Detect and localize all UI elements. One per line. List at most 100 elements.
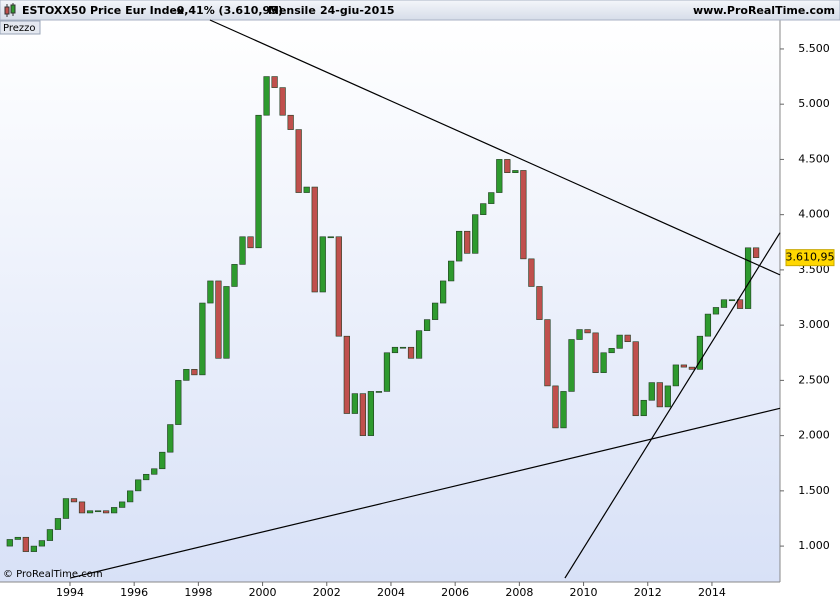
y-tick-label: 4.000	[798, 208, 830, 221]
copyright: © ProRealTime.com	[3, 569, 103, 580]
candle-body	[696, 335, 704, 370]
candle-body	[271, 76, 278, 88]
candle-body	[415, 330, 423, 359]
candle-body	[728, 299, 736, 302]
candle-body	[263, 76, 270, 116]
last-price-box	[785, 249, 835, 267]
candle-body	[431, 302, 439, 320]
candle-body	[6, 539, 13, 547]
candle-body	[351, 393, 358, 414]
candle-body	[94, 510, 102, 513]
candle-body	[752, 247, 760, 258]
candle-body	[464, 230, 471, 254]
candle-body	[712, 307, 720, 315]
candle-body	[102, 510, 110, 514]
candle-body	[167, 424, 174, 453]
candle-body	[22, 536, 29, 552]
x-tick-label: 2010	[570, 586, 598, 599]
candle-body	[568, 339, 575, 392]
candle-body	[46, 529, 54, 541]
candle-body	[78, 501, 86, 514]
candle-body	[215, 280, 222, 359]
candle-body	[38, 540, 45, 547]
candle-body	[648, 382, 655, 401]
candle-body	[600, 352, 607, 373]
x-tick-label: 1996	[120, 586, 148, 599]
candle-body	[656, 382, 663, 408]
candle-body	[30, 545, 37, 552]
candle-body	[383, 352, 391, 392]
candle-body	[143, 473, 150, 481]
y-tick-label: 2.500	[798, 373, 830, 386]
candle-body	[504, 159, 511, 173]
candle-body	[231, 264, 238, 287]
candle-body	[247, 236, 254, 249]
x-axis-area	[0, 582, 780, 600]
candle-body	[552, 385, 559, 429]
candle-body	[512, 170, 519, 173]
candle-body	[592, 332, 599, 373]
candle-body	[448, 260, 455, 282]
candle-body	[480, 203, 487, 215]
candle-body	[407, 346, 415, 359]
y-axis-area	[780, 20, 840, 600]
candle-body	[359, 393, 366, 436]
candle-body	[664, 385, 671, 408]
panel-tab[interactable]	[0, 20, 41, 35]
trendline	[564, 232, 781, 579]
candle-body	[680, 364, 687, 368]
candle-body	[367, 391, 375, 436]
candle-body	[207, 280, 214, 304]
candle-body	[183, 369, 190, 381]
candle-body	[440, 280, 447, 304]
candle-body	[488, 192, 495, 204]
y-tick-label: 5.000	[798, 97, 830, 110]
candle-body	[399, 346, 407, 349]
date: 24-giu-2015	[320, 4, 395, 17]
candle-body	[295, 129, 302, 193]
candle-body	[608, 348, 615, 354]
candle-body	[303, 186, 310, 193]
last-price-label: 3.610,95	[786, 251, 835, 264]
candle-body	[191, 369, 198, 376]
candle-body	[119, 501, 126, 508]
candle-body	[223, 286, 230, 359]
candle-body	[239, 236, 246, 265]
candle-body	[135, 479, 142, 492]
y-tick-label: 3.500	[798, 263, 830, 276]
y-tick-label: 3.000	[798, 318, 830, 331]
x-tick-label: 2002	[313, 586, 341, 599]
y-tick-label: 2.000	[798, 429, 830, 442]
candle-body	[584, 329, 591, 334]
candle-body	[688, 366, 695, 370]
x-tick-label: 1994	[56, 586, 84, 599]
y-tick-label: 5.500	[798, 42, 830, 55]
x-tick-label: 2000	[249, 586, 277, 599]
candle-body	[528, 258, 535, 287]
candle-body	[704, 313, 712, 337]
candle-body	[151, 468, 158, 475]
candle-body	[375, 391, 383, 393]
candle-body	[335, 236, 342, 337]
candle-body	[327, 236, 334, 239]
x-tick-label: 2004	[377, 586, 405, 599]
candle-body	[456, 230, 463, 262]
candle-body	[640, 399, 647, 417]
x-tick-label: 2014	[698, 586, 726, 599]
candle-body	[423, 319, 431, 331]
candle-body	[343, 335, 350, 414]
candle-body	[62, 498, 70, 519]
candle-body	[744, 247, 752, 309]
x-tick-label: 2006	[441, 586, 469, 599]
panel-label: Prezzo	[3, 23, 36, 34]
candle-body	[672, 364, 679, 387]
y-tick-label: 1.500	[798, 484, 830, 497]
candle-body	[70, 498, 78, 503]
candle-body	[175, 380, 182, 425]
candle-body	[159, 451, 166, 470]
candle-body	[199, 302, 206, 376]
candle-body	[472, 214, 479, 254]
candle-body	[255, 114, 262, 249]
candle-body	[624, 334, 631, 343]
